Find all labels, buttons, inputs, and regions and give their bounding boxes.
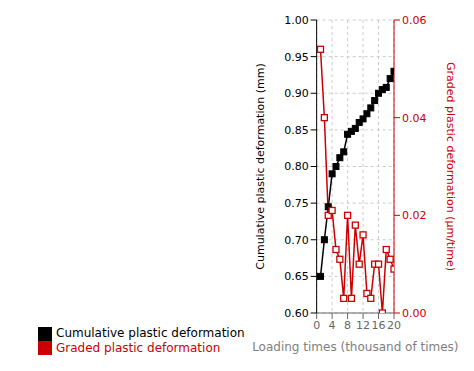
svg-text:0.00: 0.00 bbox=[402, 307, 427, 320]
svg-text:12: 12 bbox=[356, 319, 370, 332]
svg-text:0.80: 0.80 bbox=[284, 160, 309, 173]
svg-text:4: 4 bbox=[329, 319, 336, 332]
svg-text:0.02: 0.02 bbox=[402, 209, 427, 222]
svg-text:1.00: 1.00 bbox=[284, 14, 309, 27]
svg-text:20: 20 bbox=[387, 319, 401, 332]
svg-text:0.06: 0.06 bbox=[402, 14, 427, 27]
svg-text:0.65: 0.65 bbox=[284, 270, 309, 283]
svg-text:0.60: 0.60 bbox=[284, 307, 309, 320]
svg-text:Graded plastic deformation (μm: Graded plastic deformation (μm/time) bbox=[444, 62, 457, 271]
svg-text:0.04: 0.04 bbox=[402, 112, 427, 125]
svg-text:8: 8 bbox=[344, 319, 351, 332]
svg-text:16: 16 bbox=[372, 319, 386, 332]
svg-text:0.90: 0.90 bbox=[284, 87, 309, 100]
html-text:Cumulative plastic deformation: Cumulative plastic deformation bbox=[56, 326, 245, 340]
svg-text:Cumulative plastic deformation: Cumulative plastic deformation (mm) bbox=[254, 63, 267, 269]
html-text:Graded plastic deformation: Graded plastic deformation bbox=[56, 340, 221, 355]
svg-text:Loading times (thousand of tim: Loading times (thousand of times) bbox=[252, 340, 458, 354]
svg-text:0.75: 0.75 bbox=[284, 197, 309, 210]
svg-text:0.70: 0.70 bbox=[284, 234, 309, 247]
svg-text:0: 0 bbox=[313, 319, 320, 332]
svg-text:0.95: 0.95 bbox=[284, 51, 309, 64]
svg-text:0.85: 0.85 bbox=[284, 124, 309, 137]
